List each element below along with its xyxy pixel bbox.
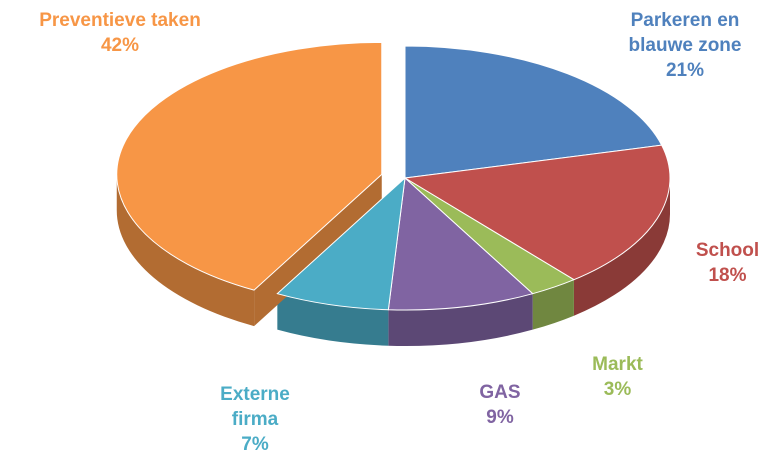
slice — [276, 176, 406, 311]
slice — [387, 176, 534, 311]
data-label: Preventieve taken 42% — [0, 8, 240, 58]
value-label: 9% — [486, 407, 514, 428]
category-label: Parkeren en blauwe zone — [628, 10, 742, 56]
value-label: 18% — [708, 265, 747, 286]
category-label: Externe firma — [220, 384, 290, 430]
data-label: Externe firma 7% — [195, 382, 315, 457]
category-label: Preventieve taken — [39, 10, 201, 31]
category-label: School — [695, 240, 760, 261]
slice-side — [532, 279, 574, 330]
value-label: 7% — [241, 434, 269, 455]
category-label: Markt — [592, 354, 643, 375]
data-label: Markt 3% — [570, 352, 665, 402]
slice-side — [388, 293, 533, 346]
data-label: GAS 9% — [460, 380, 540, 430]
value-label: 42% — [100, 35, 140, 56]
slice-side — [277, 293, 389, 346]
value-label: 3% — [603, 379, 632, 400]
data-label: Parkeren en blauwe zone 21% — [600, 8, 770, 83]
slice-side — [573, 178, 670, 316]
value-label: 21% — [665, 60, 705, 81]
slice — [404, 45, 663, 179]
slice-side — [116, 174, 255, 327]
category-label: GAS — [479, 382, 521, 403]
slice — [403, 144, 671, 281]
data-label: School 18% — [680, 238, 775, 288]
slice — [116, 41, 383, 291]
